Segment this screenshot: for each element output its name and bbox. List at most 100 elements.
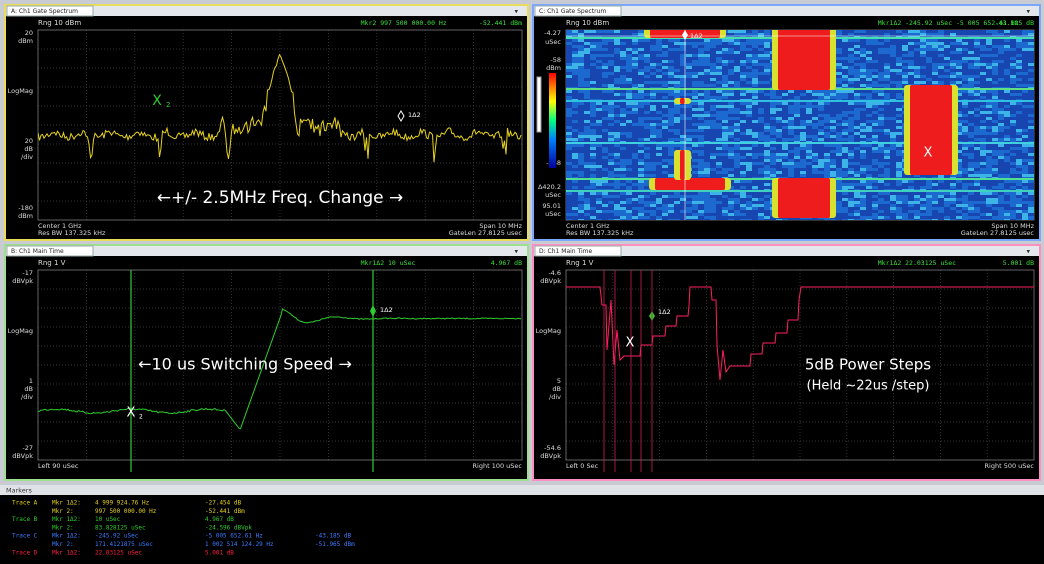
noise [932,69,938,72]
noise [596,207,602,210]
noise [758,180,764,183]
noise [1016,57,1022,60]
noise [566,42,572,45]
noise [716,63,722,66]
noise [962,117,968,120]
noise [986,123,992,126]
noise [758,96,764,99]
noise [836,42,842,45]
noise [920,60,926,63]
noise [1004,102,1010,105]
noise [872,54,878,57]
noise [968,198,974,201]
noise [584,111,590,114]
noise [764,102,770,105]
noise [1010,171,1016,174]
window-button[interactable]: ▾ [514,8,518,16]
noise [662,150,668,153]
noise [566,93,572,96]
noise [1028,213,1034,216]
noise [626,48,632,51]
noise [686,126,692,129]
noise [992,57,998,60]
noise [752,57,758,60]
noise [722,192,728,195]
noise [740,144,746,147]
noise [584,63,590,66]
noise [632,30,638,33]
noise [866,90,872,93]
noise [896,192,902,195]
noise [884,186,890,189]
noise [692,84,698,87]
noise [596,111,602,114]
noise [884,183,890,186]
noise [704,105,710,108]
noise [962,51,968,54]
noise [788,90,794,93]
noise [638,48,644,51]
noise [866,57,872,60]
noise [890,69,896,72]
noise [998,198,1004,201]
noise [920,174,926,177]
noise [848,54,854,57]
noise [686,204,692,207]
noise [878,186,884,189]
noise [752,114,758,117]
noise [674,126,680,129]
noise [992,66,998,69]
noise [638,117,644,120]
noise [818,159,824,162]
noise [866,75,872,78]
panel-tab[interactable] [534,5,622,17]
noise [776,171,782,174]
noise [686,198,692,201]
noise [668,147,674,150]
noise [722,111,728,114]
noise [572,54,578,57]
noise [848,39,854,42]
window-button[interactable]: ▾ [514,248,518,256]
panel-tab[interactable] [6,245,94,257]
noise [860,186,866,189]
noise [692,138,698,141]
noise [752,210,758,213]
noise [866,126,872,129]
noise [596,156,602,159]
noise [710,45,716,48]
noise [632,144,638,147]
noise [668,144,674,147]
noise [980,39,986,42]
noise [596,120,602,123]
noise [644,201,650,204]
noise [578,111,584,114]
noise [674,147,680,150]
noise [608,153,614,156]
noise [656,39,662,42]
noise [578,90,584,93]
noise [728,45,734,48]
panel-tab[interactable] [6,5,94,17]
noise [932,51,938,54]
noise [644,186,650,189]
noise [662,48,668,51]
noise [716,123,722,126]
noise [584,171,590,174]
noise [1028,204,1034,207]
noise [1010,165,1016,168]
noise [752,117,758,120]
noise [794,126,800,129]
noise [752,126,758,129]
noise [566,192,572,195]
noise [860,63,866,66]
noise [1016,72,1022,75]
noise [620,78,626,81]
noise [1028,60,1034,63]
noise [878,195,884,198]
noise [764,159,770,162]
noise [860,45,866,48]
noise [992,60,998,63]
noise [608,201,614,204]
noise [578,132,584,135]
